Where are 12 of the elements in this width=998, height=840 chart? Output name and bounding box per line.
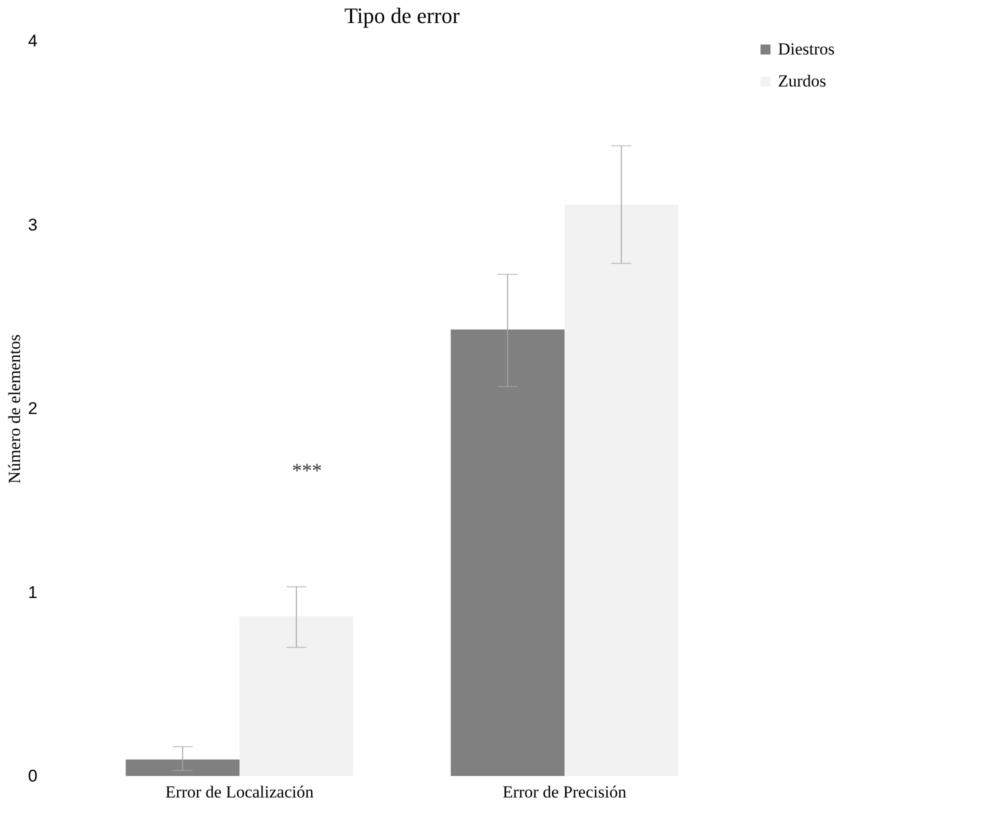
y-tick-label: 0	[28, 766, 38, 786]
legend-label: Diestros	[778, 40, 835, 58]
x-tick-label: Error de Localización	[165, 782, 314, 802]
x-tick-label: Error de Precisión	[502, 782, 627, 802]
y-axis-title: Número de elementos	[5, 334, 24, 484]
y-tick-label: 4	[28, 32, 38, 50]
y-tick-label: 1	[28, 582, 38, 602]
annotation: ***	[292, 460, 322, 482]
chart-title: Tipo de error	[344, 3, 460, 28]
legend-label: Zurdos	[778, 72, 826, 90]
y-tick-label: 2	[28, 399, 38, 418]
y-tick-label: 3	[28, 215, 38, 234]
